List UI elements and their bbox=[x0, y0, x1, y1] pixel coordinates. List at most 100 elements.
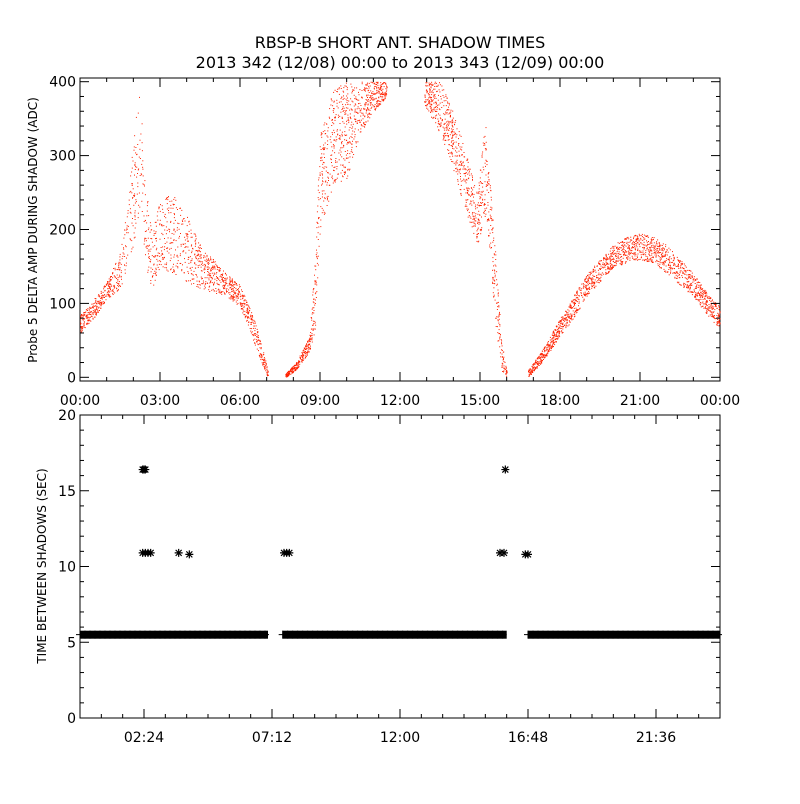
top-data-point bbox=[470, 203, 471, 204]
top-data-point bbox=[314, 275, 315, 276]
top-data-point bbox=[456, 171, 457, 172]
top-data-point bbox=[599, 280, 600, 281]
top-data-point bbox=[533, 363, 534, 364]
top-data-point bbox=[560, 325, 561, 326]
top-data-point bbox=[501, 349, 502, 350]
top-data-point bbox=[173, 223, 174, 224]
top-data-point bbox=[217, 277, 218, 278]
top-data-point bbox=[320, 220, 321, 221]
top-data-point bbox=[564, 321, 565, 322]
top-data-point bbox=[344, 112, 345, 113]
top-data-point bbox=[164, 257, 165, 258]
top-data-point bbox=[438, 85, 439, 86]
top-data-point bbox=[467, 192, 468, 193]
top-data-point bbox=[222, 281, 223, 282]
top-data-point bbox=[168, 237, 169, 238]
top-data-point bbox=[431, 111, 432, 112]
top-data-point bbox=[245, 317, 246, 318]
top-data-point bbox=[455, 122, 456, 123]
top-data-point bbox=[452, 145, 453, 146]
top-data-point bbox=[232, 299, 233, 300]
top-data-point bbox=[647, 244, 648, 245]
top-data-point bbox=[326, 167, 327, 168]
top-data-point bbox=[131, 183, 132, 184]
top-data-point bbox=[169, 229, 170, 230]
top-data-point bbox=[497, 306, 498, 307]
top-data-point bbox=[139, 157, 140, 158]
top-data-point bbox=[263, 360, 264, 361]
top-data-point bbox=[570, 318, 571, 319]
top-data-point bbox=[198, 242, 199, 243]
top-data-point bbox=[379, 89, 380, 90]
top-data-point bbox=[369, 83, 370, 84]
top-data-point bbox=[714, 304, 715, 305]
top-data-point bbox=[362, 82, 363, 83]
top-data-point bbox=[302, 356, 303, 357]
top-data-point bbox=[204, 267, 205, 268]
top-data-point bbox=[665, 244, 666, 245]
top-data-point bbox=[438, 100, 439, 101]
top-data-point bbox=[486, 175, 487, 176]
top-data-point bbox=[589, 289, 590, 290]
top-data-point bbox=[561, 326, 562, 327]
top-data-point bbox=[352, 101, 353, 102]
top-data-point bbox=[323, 210, 324, 211]
top-data-point bbox=[611, 264, 612, 265]
top-data-point bbox=[683, 268, 684, 269]
top-data-point bbox=[574, 304, 575, 305]
top-data-point bbox=[144, 241, 145, 242]
top-data-point bbox=[347, 89, 348, 90]
top-data-point bbox=[298, 360, 299, 361]
top-data-point bbox=[107, 288, 108, 289]
top-data-point bbox=[213, 275, 214, 276]
top-data-point bbox=[558, 330, 559, 331]
top-data-point bbox=[190, 262, 191, 263]
top-data-point bbox=[480, 223, 481, 224]
top-data-point bbox=[560, 320, 561, 321]
top-data-point bbox=[341, 156, 342, 157]
top-data-point bbox=[242, 305, 243, 306]
top-data-point bbox=[556, 332, 557, 333]
top-data-point bbox=[659, 264, 660, 265]
top-data-point bbox=[537, 361, 538, 362]
top-data-point bbox=[640, 259, 641, 260]
top-data-point bbox=[310, 335, 311, 336]
top-data-point bbox=[172, 242, 173, 243]
top-data-point bbox=[639, 235, 640, 236]
top-data-point bbox=[161, 255, 162, 256]
top-data-point bbox=[332, 150, 333, 151]
top-data-point bbox=[159, 260, 160, 261]
top-data-point bbox=[678, 266, 679, 267]
top-data-point bbox=[255, 333, 256, 334]
top-data-point bbox=[479, 191, 480, 192]
top-data-point bbox=[637, 250, 638, 251]
top-data-point bbox=[633, 241, 634, 242]
top-data-point bbox=[287, 374, 288, 375]
top-data-point bbox=[618, 255, 619, 256]
top-data-point bbox=[364, 109, 365, 110]
top-data-point bbox=[162, 225, 163, 226]
top-data-point bbox=[716, 324, 717, 325]
top-data-point bbox=[259, 355, 260, 356]
top-data-point bbox=[640, 238, 641, 239]
top-data-point bbox=[575, 294, 576, 295]
top-data-point bbox=[252, 322, 253, 323]
top-data-point bbox=[571, 319, 572, 320]
top-data-point bbox=[431, 99, 432, 100]
top-data-point bbox=[694, 280, 695, 281]
top-data-point bbox=[177, 257, 178, 258]
top-data-point bbox=[549, 347, 550, 348]
top-data-point bbox=[477, 223, 478, 224]
top-data-point bbox=[501, 340, 502, 341]
top-data-point bbox=[638, 259, 639, 260]
top-data-point bbox=[309, 351, 310, 352]
top-data-point bbox=[505, 362, 506, 363]
top-data-point bbox=[654, 247, 655, 248]
top-data-point bbox=[567, 322, 568, 323]
top-data-point bbox=[195, 244, 196, 245]
top-data-point bbox=[645, 250, 646, 251]
top-data-point bbox=[682, 261, 683, 262]
top-data-point bbox=[506, 368, 507, 369]
top-data-point bbox=[141, 201, 142, 202]
top-data-point bbox=[480, 170, 481, 171]
